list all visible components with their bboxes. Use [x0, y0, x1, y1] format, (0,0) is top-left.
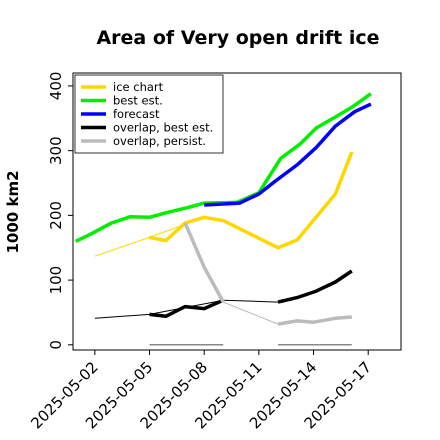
y-tick-label: 200 [47, 201, 65, 230]
series-layer [74, 92, 372, 346]
y-axis-label: 1000 km2 [4, 170, 22, 253]
series-line-overlap-persist-thin [223, 301, 279, 325]
y-tick-label: 400 [47, 72, 65, 101]
legend-label-overlap-persist: overlap, persist. [113, 134, 206, 148]
series-line-forecast [204, 102, 372, 207]
legend-label-forecast: forecast [113, 107, 160, 121]
plot-frame [72, 72, 402, 351]
y-tick-label: 300 [47, 136, 65, 165]
legend-label-best-est: best est. [113, 94, 163, 108]
series-line-overlap-best-est [149, 298, 225, 319]
series-line-overlap-persist [183, 222, 225, 303]
series-line-overlap-best-est-thin [94, 299, 279, 319]
series-line-ice-chart [149, 151, 354, 250]
y-tick-label: 0 [47, 340, 65, 350]
chart-title: Area of Very open drift ice [96, 27, 379, 49]
series-line-overlap-persist-later [277, 315, 352, 326]
y-tick-label: 100 [47, 266, 65, 295]
legend-label-overlap-best-est: overlap, best est. [113, 121, 213, 135]
legend-label-ice-chart: ice chart [113, 80, 164, 94]
series-line-overlap-best-est-later [277, 269, 353, 304]
